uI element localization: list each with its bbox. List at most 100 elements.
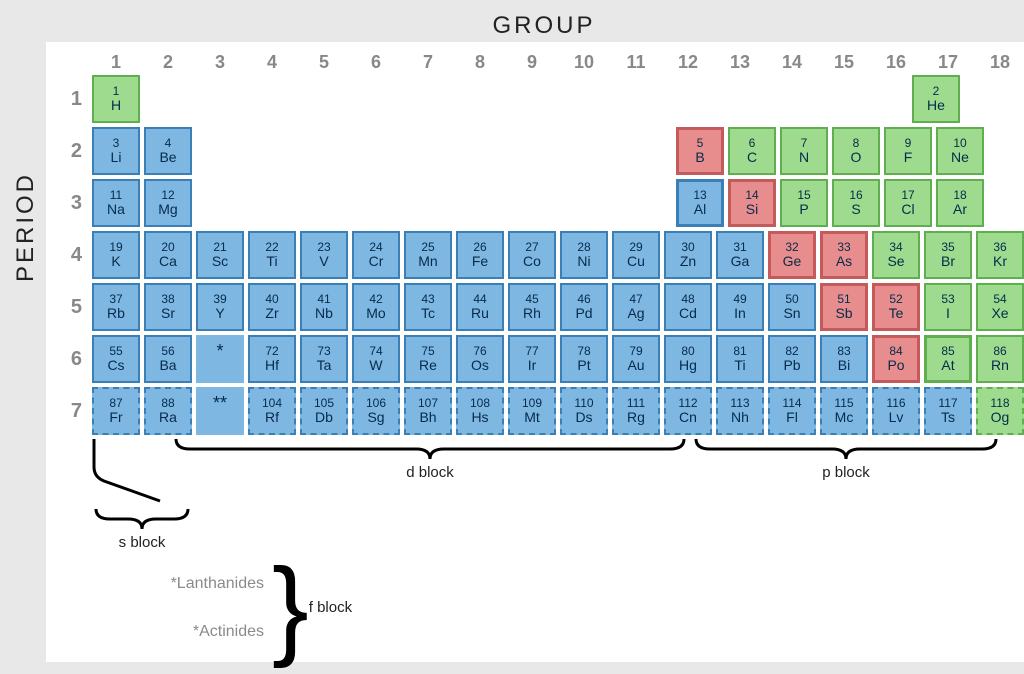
element-cell-Mt: 109Mt xyxy=(508,387,556,435)
element-symbol: Nh xyxy=(731,410,749,425)
element-symbol: K xyxy=(111,254,120,269)
element-symbol: Sr xyxy=(161,306,175,321)
series-placeholder: * xyxy=(196,335,244,383)
atomic-number: 82 xyxy=(785,345,798,358)
atomic-number: 3 xyxy=(113,137,120,150)
atomic-number: 24 xyxy=(369,241,382,254)
element-cell-Sr: 38Sr xyxy=(144,283,192,331)
element-cell-Lv: 116Lv xyxy=(872,387,920,435)
table-body: 11H2He23Li4Be5B6C7N8O9F10Ne311Na12Mg13Al… xyxy=(62,73,1024,437)
element-cell-Cn: 112Cn xyxy=(664,387,712,435)
table-panel: 123456789101112131415161718 11H2He23Li4B… xyxy=(46,42,1024,662)
element-symbol: Ga xyxy=(731,254,750,269)
group-number: 1 xyxy=(90,52,142,73)
element-cell-Ca: 20Ca xyxy=(144,231,192,279)
element-cell-Ni: 28Ni xyxy=(560,231,608,279)
atomic-number: 8 xyxy=(853,137,860,150)
atomic-number: 45 xyxy=(525,293,538,306)
atomic-number: 110 xyxy=(574,397,593,410)
element-cell-Og: 118Og xyxy=(976,387,1024,435)
element-symbol: Au xyxy=(627,358,644,373)
element-cell-Al: 13Al xyxy=(676,179,724,227)
group-number: 13 xyxy=(714,52,766,73)
element-symbol: O xyxy=(851,150,862,165)
element-symbol: Ts xyxy=(941,410,955,425)
element-cell-Kr: 36Kr xyxy=(976,231,1024,279)
atomic-number: 34 xyxy=(889,241,902,254)
element-cell-Sn: 50Sn xyxy=(768,283,816,331)
element-symbol: Al xyxy=(694,202,706,217)
atomic-number: 22 xyxy=(265,241,278,254)
element-cell-Nb: 41Nb xyxy=(300,283,348,331)
element-symbol: C xyxy=(747,150,757,165)
element-cell-Ir: 77Ir xyxy=(508,335,556,383)
atomic-number: 104 xyxy=(262,397,282,410)
element-symbol: Tc xyxy=(421,306,435,321)
atomic-number: 2 xyxy=(933,85,940,98)
atomic-number: 42 xyxy=(369,293,382,306)
group-number: 10 xyxy=(558,52,610,73)
group-number: 4 xyxy=(246,52,298,73)
atomic-number: 6 xyxy=(749,137,756,150)
element-cell-Sb: 51Sb xyxy=(820,283,868,331)
element-symbol: Rh xyxy=(523,306,541,321)
element-symbol: Mn xyxy=(418,254,437,269)
atomic-number: 12 xyxy=(161,189,174,202)
element-symbol: At xyxy=(941,358,954,373)
element-symbol: As xyxy=(836,254,852,269)
element-symbol: Po xyxy=(887,358,904,373)
element-cell-Nh: 113Nh xyxy=(716,387,764,435)
lanthanides-label: *Lanthanides xyxy=(62,575,272,593)
element-cell-Cu: 29Cu xyxy=(612,231,660,279)
element-cell-V: 23V xyxy=(300,231,348,279)
atomic-number: 48 xyxy=(681,293,694,306)
element-symbol: Os xyxy=(471,358,489,373)
element-symbol: Sc xyxy=(212,254,228,269)
element-symbol: Pb xyxy=(783,358,800,373)
element-cell-Cs: 55Cs xyxy=(92,335,140,383)
element-cell-K: 19K xyxy=(92,231,140,279)
element-symbol: Fe xyxy=(472,254,488,269)
group-number: 3 xyxy=(194,52,246,73)
atomic-number: 18 xyxy=(953,189,966,202)
atomic-number: 55 xyxy=(109,345,122,358)
atomic-number: 85 xyxy=(941,345,954,358)
atomic-number: 83 xyxy=(837,345,850,358)
series-placeholder: ** xyxy=(196,387,244,435)
element-symbol: Fl xyxy=(786,410,798,425)
element-symbol: Ta xyxy=(317,358,332,373)
atomic-number: 23 xyxy=(317,241,330,254)
element-cell-Ti: 81Ti xyxy=(716,335,764,383)
element-symbol: Xe xyxy=(991,306,1008,321)
element-cell-Os: 76Os xyxy=(456,335,504,383)
element-cell-Ne: 10Ne xyxy=(936,127,984,175)
element-symbol: Cr xyxy=(369,254,384,269)
element-symbol: V xyxy=(319,254,328,269)
atomic-number: 75 xyxy=(421,345,434,358)
atomic-number: 16 xyxy=(849,189,862,202)
atomic-number: 111 xyxy=(627,397,645,410)
element-cell-Sc: 21Sc xyxy=(196,231,244,279)
actinides-label: *Actinides xyxy=(62,623,272,641)
element-symbol: Og xyxy=(991,410,1010,425)
element-cell-Ag: 47Ag xyxy=(612,283,660,331)
element-symbol: I xyxy=(946,306,950,321)
element-symbol: Hf xyxy=(265,358,279,373)
element-symbol: Mc xyxy=(835,410,854,425)
group-number: 8 xyxy=(454,52,506,73)
element-symbol: B xyxy=(695,150,704,165)
group-number: 6 xyxy=(350,52,402,73)
element-cell-Pt: 78Pt xyxy=(560,335,608,383)
element-cell-Ts: 117Ts xyxy=(924,387,972,435)
element-cell-Cd: 48Cd xyxy=(664,283,712,331)
element-cell-Si: 14Si xyxy=(728,179,776,227)
element-cell-Tc: 43Tc xyxy=(404,283,452,331)
element-symbol: Y xyxy=(215,306,224,321)
element-cell-Xe: 54Xe xyxy=(976,283,1024,331)
element-symbol: Rf xyxy=(265,410,279,425)
element-cell-W: 74W xyxy=(352,335,400,383)
atomic-number: 105 xyxy=(314,397,334,410)
element-cell-I: 53I xyxy=(924,283,972,331)
element-symbol: He xyxy=(927,98,945,113)
atomic-number: 17 xyxy=(901,189,914,202)
